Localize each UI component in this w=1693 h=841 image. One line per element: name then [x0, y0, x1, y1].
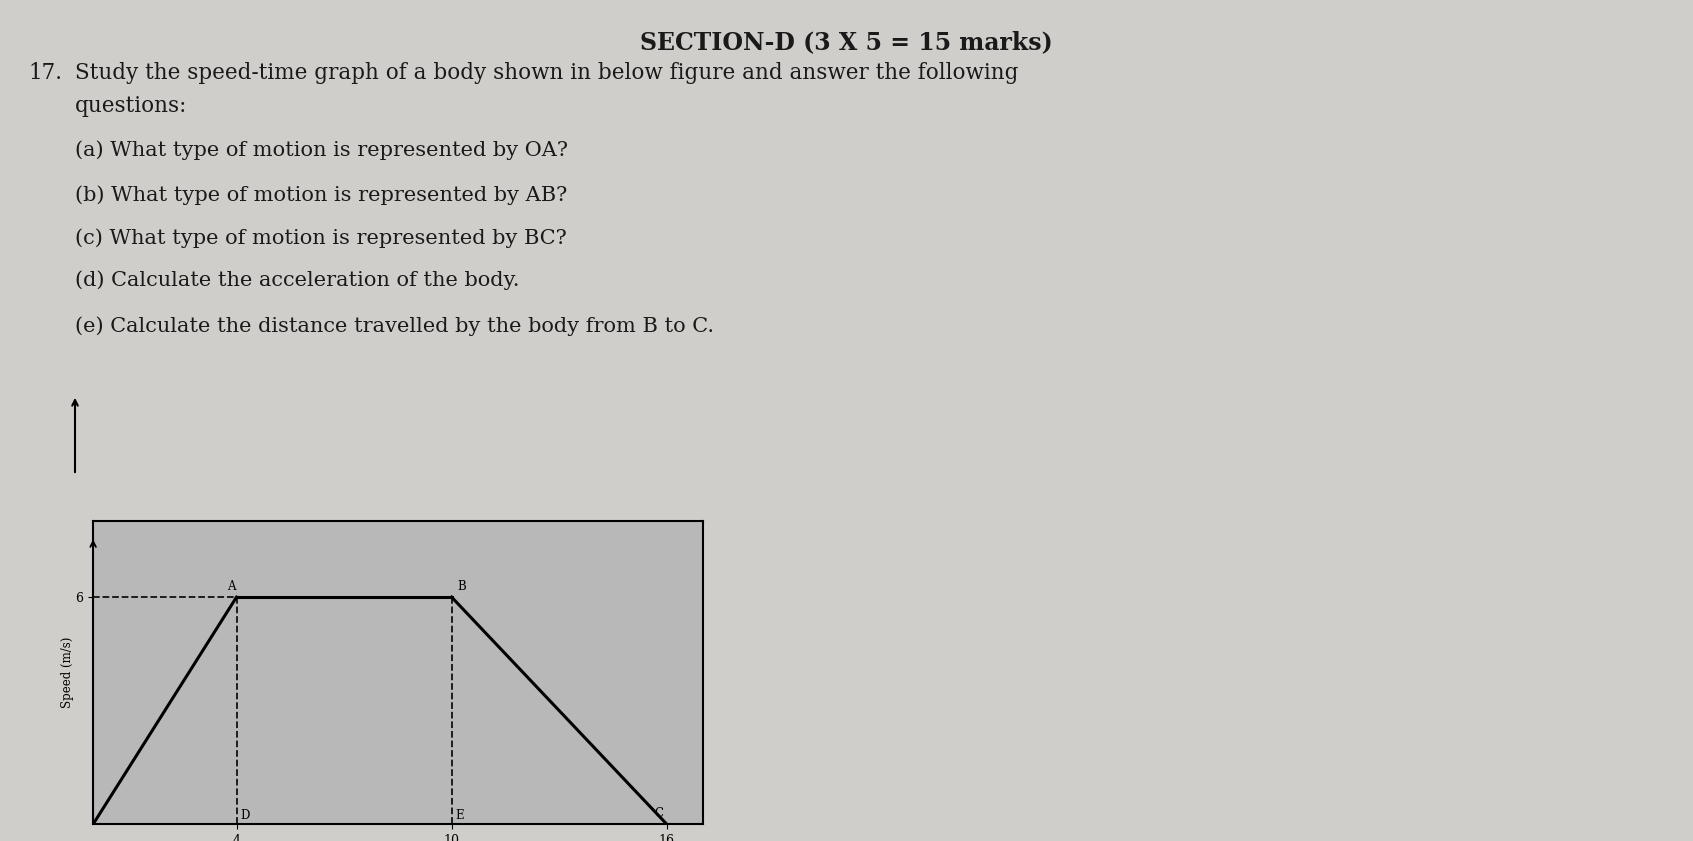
Text: A: A [227, 579, 235, 593]
Y-axis label: Speed (m/s): Speed (m/s) [61, 637, 74, 708]
Text: D: D [240, 808, 249, 822]
Text: E: E [455, 808, 464, 822]
Text: (a) What type of motion is represented by OA?: (a) What type of motion is represented b… [74, 140, 567, 160]
Text: 17.: 17. [29, 62, 63, 84]
Text: (b) What type of motion is represented by AB?: (b) What type of motion is represented b… [74, 185, 567, 204]
Text: Study the speed-time graph of a body shown in below figure and answer the follow: Study the speed-time graph of a body sho… [74, 62, 1019, 84]
Text: C: C [653, 807, 664, 820]
Text: (c) What type of motion is represented by BC?: (c) What type of motion is represented b… [74, 228, 567, 247]
Text: (d) Calculate the acceleration of the body.: (d) Calculate the acceleration of the bo… [74, 270, 520, 289]
Text: (e) Calculate the distance travelled by the body from B to C.: (e) Calculate the distance travelled by … [74, 316, 714, 336]
Text: questions:: questions: [74, 95, 188, 117]
Text: SECTION-D (3 X 5 = 15 marks): SECTION-D (3 X 5 = 15 marks) [640, 30, 1053, 54]
Text: B: B [457, 579, 466, 593]
